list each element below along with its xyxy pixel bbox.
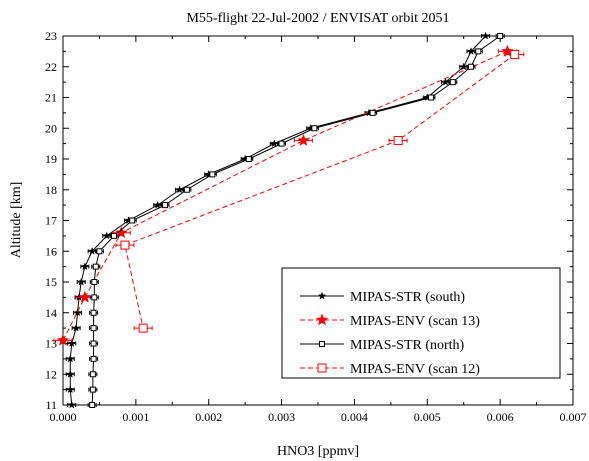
y-tick-label: 12 <box>45 367 57 381</box>
data-point-square <box>369 109 376 116</box>
data-point-star <box>153 200 162 209</box>
data-point-square <box>510 49 520 59</box>
x-tick-label: 0.001 <box>122 410 149 424</box>
data-point-star <box>78 290 92 303</box>
series-mipas-env-scan-12- <box>115 49 525 333</box>
y-tick-label: 20 <box>45 121 57 135</box>
legend-label: MIPAS-ENV (scan 13) <box>350 314 480 329</box>
y-tick-label: 16 <box>45 244 57 258</box>
data-point-square <box>468 63 474 70</box>
x-tick-label: 0.002 <box>195 410 222 424</box>
data-point-square <box>90 340 97 347</box>
data-point-square <box>209 171 216 178</box>
y-axis-title: Altitude [km] <box>9 182 24 259</box>
x-tick-label: 0.007 <box>560 410 587 424</box>
y-tick-label: 15 <box>45 275 57 289</box>
data-point-square <box>91 279 98 285</box>
data-point-star <box>72 323 81 332</box>
data-point-star <box>73 308 82 317</box>
data-point-square <box>120 240 130 250</box>
y-tick-label: 23 <box>45 29 57 43</box>
data-point-square <box>92 263 99 270</box>
data-point-square <box>90 355 97 362</box>
legend-label: MIPAS-ENV (scan 12) <box>350 362 480 377</box>
y-tick-label: 22 <box>45 60 57 74</box>
data-point-star <box>77 277 86 286</box>
data-point-square <box>89 386 96 393</box>
data-point-star <box>80 262 89 271</box>
legend: MIPAS-STR (south) MIPAS-ENV (scan 13) MIPA… <box>281 267 561 379</box>
data-point-square <box>317 363 327 373</box>
y-tick-label: 19 <box>45 152 57 166</box>
data-point-square <box>89 402 96 408</box>
data-point-star <box>297 133 310 146</box>
data-point-square <box>111 232 117 239</box>
data-point-square <box>245 156 252 162</box>
y-tick-label: 18 <box>45 183 57 197</box>
data-point-square <box>89 371 96 378</box>
data-point-star <box>459 62 468 71</box>
data-point-square <box>278 140 285 147</box>
legend-label: MIPAS-STR (south) <box>350 290 465 305</box>
data-point-star <box>501 44 514 57</box>
y-tick-label: 13 <box>45 337 57 351</box>
data-point-star <box>67 339 76 347</box>
data-point-square <box>319 341 325 347</box>
x-tick-label: 0.000 <box>50 410 77 424</box>
data-point-square <box>96 248 103 255</box>
series-mipas-str-north- <box>87 33 505 408</box>
y-tick-label: 11 <box>45 398 57 412</box>
data-point-square <box>427 94 434 101</box>
y-tick-label: 14 <box>45 306 57 320</box>
data-point-star <box>88 246 97 255</box>
x-axis-title: HNO3 [ppmv] <box>277 444 359 459</box>
data-point-star <box>175 185 184 194</box>
legend-box <box>281 267 561 379</box>
data-point-square <box>393 136 403 146</box>
data-point-star <box>441 77 450 86</box>
data-point-square <box>129 217 136 224</box>
data-point-star <box>481 31 490 40</box>
data-point-square <box>90 309 97 316</box>
data-point-square <box>138 323 148 333</box>
series-layer <box>53 31 525 409</box>
data-point-square <box>475 48 482 55</box>
data-point-square <box>497 33 504 39</box>
data-point-square <box>183 186 190 193</box>
x-tick-label: 0.005 <box>414 410 441 424</box>
data-point-square <box>162 202 168 209</box>
data-point-square <box>90 325 97 332</box>
data-point-star <box>66 369 75 378</box>
y-tick-label: 21 <box>45 91 57 105</box>
data-point-square <box>91 294 98 301</box>
data-point-star <box>56 333 70 346</box>
legend-label: MIPAS-STR (north) <box>350 338 465 353</box>
x-tick-label: 0.006 <box>487 410 514 424</box>
data-point-star <box>270 139 279 148</box>
x-tick-label: 0.003 <box>268 410 295 424</box>
data-point-star <box>315 313 329 326</box>
data-point-star <box>66 354 75 363</box>
data-point-star <box>67 400 76 409</box>
data-point-square <box>311 125 318 132</box>
series-line <box>124 54 516 329</box>
data-point-square <box>449 79 456 86</box>
data-point-star <box>317 291 327 300</box>
axis-ticks: 0.000 0.001 0.002 0.003 0.004 0.005 0.006 0.007… <box>45 29 587 424</box>
y-tick-label: 17 <box>45 214 57 228</box>
data-point-star <box>102 231 111 240</box>
x-tick-label: 0.004 <box>341 410 368 424</box>
chart-title: M55-flight 22-Jul-2002 / ENVISAT orbit 2… <box>186 11 449 26</box>
data-point-star <box>66 385 75 394</box>
data-point-star <box>114 226 128 239</box>
data-point-star <box>466 47 476 55</box>
